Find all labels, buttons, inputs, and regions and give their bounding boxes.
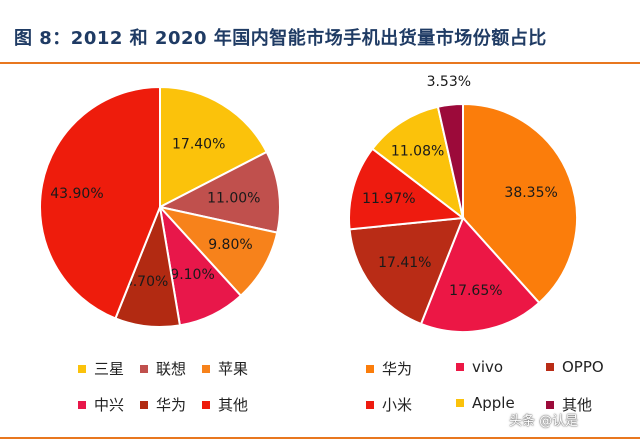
watermark: 头条 @认是 [509,414,579,429]
top-divider [0,62,640,64]
pie-label-2020-2: 17.65% [449,283,502,299]
legend-swatch [456,363,464,371]
pie-slice-2020-1 [462,102,578,305]
legend-swatch [140,400,148,409]
legend-2020-4: 小米 [366,394,412,415]
chart-title: 图 8：2012 和 2020 年国内智能市场手机出货量市场份额占比 [14,28,547,49]
pie-slice-2012-3 [157,205,279,298]
legend-label: 中兴 [94,396,125,414]
pie-label-2020-3: 17.41% [378,255,431,271]
legend-swatch [78,400,86,409]
pie-slice-2012-6 [39,85,161,320]
legend-2020-6: 其他 [546,394,592,415]
legend-label: OPPO [562,358,604,376]
legend-2012-3: 苹果 [202,358,248,379]
pie-label-2012-3: 9.80% [208,237,252,253]
legend-swatch [202,364,210,373]
legend-label: 其他 [562,396,593,414]
legend-swatch [366,400,374,409]
pie-label-2012-2: 11.00% [207,190,260,206]
legend-2012-4: 中兴 [78,394,124,415]
legend-label: 华为 [382,360,413,378]
pie-slice-2012-1 [159,85,268,209]
pie-label-2020-6: 3.53% [427,74,471,90]
pie-label-2020-1: 38.35% [504,185,557,201]
legend-swatch [78,364,86,373]
pie-slice-2020-4 [348,147,466,231]
legend-label: 其他 [218,396,249,414]
pie-slice-2020-5 [371,105,465,221]
pie-2012: 17.40% 11.00% 9.80% 9.10%8.70% 43.90% [39,85,281,328]
pie-label-2012-6: 43.90% [50,186,103,202]
legend-2020-3: OPPO [546,358,604,376]
legend-swatch [546,363,554,371]
pie-2020: 38.35% 17.65% 17.41% 11.97% 11.08% 3.53% [348,74,578,333]
pie-label-2012-5: 8.70% [124,274,168,290]
legend-2012-6: 其他 [202,394,248,415]
pie-slice-2020-6 [436,102,464,219]
legend-2020-1: 华为 [366,358,412,379]
legend-label: 三星 [94,360,125,378]
legend-swatch [140,364,148,373]
legend-swatch [546,400,554,409]
legend-label: 小米 [382,396,413,414]
bottom-divider [0,437,640,439]
legend-label: 联想 [156,360,187,378]
legend-label: vivo [472,358,504,376]
pie-label-2020-4: 11.97% [362,191,415,207]
pie-label-2020-5: 11.08% [391,144,444,160]
legend-label: 苹果 [218,360,249,378]
legend-label: 华为 [156,396,187,414]
pie-slice-2020-3 [348,216,465,326]
legend-label: Apple [472,394,515,412]
legend-2012-2: 联想 [140,358,186,379]
legend-2020-5: Apple [456,394,515,412]
pie-label-2012-1: 17.40% [172,136,225,152]
legend-swatch [456,399,464,407]
pie-slice-2020-2 [419,216,541,333]
legend-2020-2: vivo [456,358,503,376]
legend-2012-5: 华为 [140,394,186,415]
legend-2012-1: 三星 [78,358,124,379]
pie-slice-2012-2 [157,150,281,234]
legend-swatch [366,364,374,373]
pie-label-2012-4: 9.10% [170,267,214,283]
legend-swatch [202,400,210,409]
